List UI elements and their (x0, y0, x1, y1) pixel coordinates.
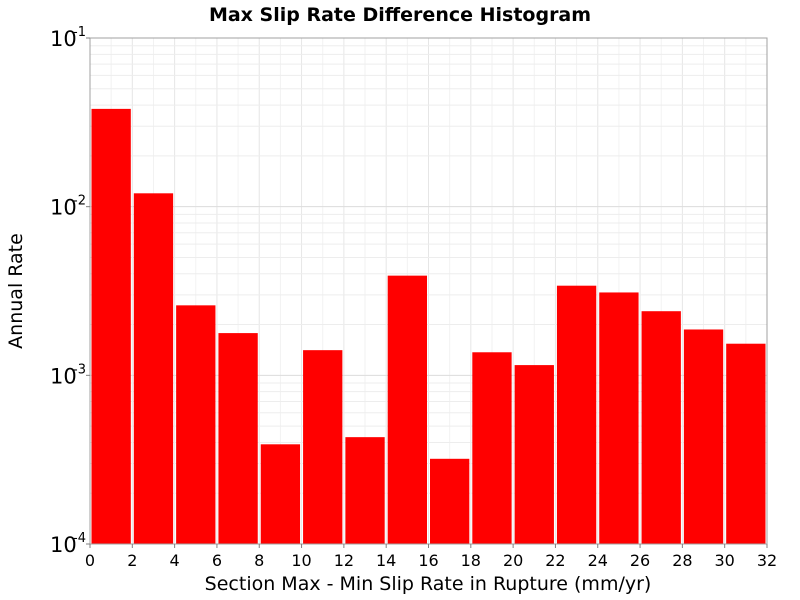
y-tick-label: 10-4 (50, 531, 86, 557)
y-tick-base: 10 (50, 27, 77, 51)
y-tick-base: 10 (50, 364, 77, 388)
x-tick-label: 22 (545, 551, 565, 570)
histogram-bar (726, 343, 766, 544)
x-tick-label: 10 (291, 551, 311, 570)
histogram-bar (303, 350, 343, 544)
x-tick-label: 4 (170, 551, 180, 570)
y-tick-base: 10 (50, 533, 77, 557)
y-tick-exponent: -4 (73, 531, 86, 546)
x-tick-label: 18 (461, 551, 481, 570)
histogram-bar (556, 285, 597, 544)
x-tick-label: 16 (418, 551, 438, 570)
x-tick-label: 26 (630, 551, 650, 570)
x-tick-label: 28 (672, 551, 692, 570)
y-tick-exponent: -2 (73, 194, 86, 209)
x-tick-label: 8 (254, 551, 264, 570)
histogram-bar (218, 333, 258, 544)
histogram-bar (599, 292, 639, 544)
x-tick-label: 2 (127, 551, 137, 570)
x-tick-label: 20 (503, 551, 523, 570)
y-tick-exponent: -3 (73, 362, 86, 377)
histogram-bar (430, 458, 470, 544)
y-tick-label: 10-3 (50, 362, 86, 388)
chart-title: Max Slip Rate Difference Histogram (209, 4, 591, 26)
x-axis-ticks: 0 2 4 6 8 10 12 14 16 18 20 22 24 26 28 30 32 (85, 544, 777, 570)
histogram-bar (641, 311, 681, 544)
histogram-bar (514, 365, 554, 544)
x-tick-label: 6 (212, 551, 222, 570)
x-tick-label: 12 (334, 551, 354, 570)
histogram-bar (176, 305, 216, 544)
y-tick-label: 10-2 (50, 194, 86, 220)
histogram-bar (387, 275, 427, 544)
y-tick-exponent: -1 (73, 25, 86, 40)
histogram-bar (91, 108, 131, 545)
y-axis-label: Annual Rate (5, 233, 27, 349)
x-tick-label: 24 (588, 551, 608, 570)
x-axis-label: Section Max - Min Slip Rate in Rupture (… (205, 573, 652, 595)
x-tick-label: 30 (715, 551, 735, 570)
bars (91, 108, 766, 545)
y-tick-label: 10-1 (50, 25, 86, 51)
x-tick-label: 32 (757, 551, 777, 570)
histogram-bar (472, 352, 512, 544)
histogram-bar (260, 444, 301, 544)
y-tick-base: 10 (50, 196, 77, 220)
x-tick-label: 0 (85, 551, 95, 570)
y-axis-ticks: 10-110-210-310-4 (50, 25, 90, 557)
x-tick-label: 14 (376, 551, 396, 570)
histogram-bar (683, 329, 724, 544)
histogram-bar (345, 437, 385, 544)
histogram-bar (133, 193, 174, 544)
